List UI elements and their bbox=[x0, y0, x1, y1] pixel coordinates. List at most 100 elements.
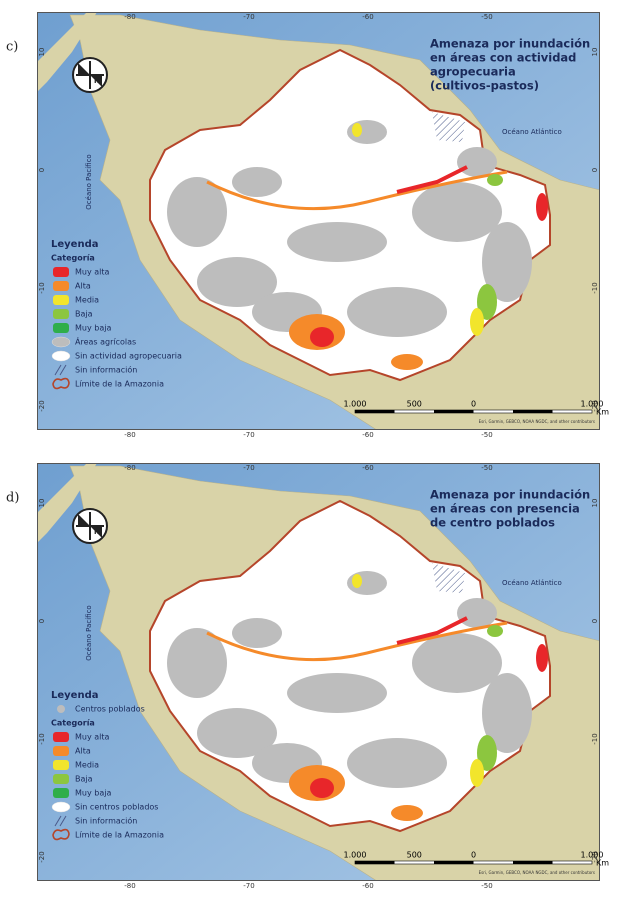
scale-segment bbox=[434, 861, 474, 864]
lat-tick-label: -20 bbox=[591, 851, 599, 862]
lon-tick-label: -50 bbox=[481, 13, 492, 21]
legend-swatch bbox=[53, 323, 69, 333]
legend-swatch bbox=[57, 705, 65, 713]
legend-title: Leyenda bbox=[51, 690, 98, 701]
lat-tick-label: 10 bbox=[591, 48, 599, 57]
legend-swatch bbox=[53, 760, 69, 770]
ocean-label: Océano Atlántico bbox=[502, 579, 562, 587]
legend-swatch bbox=[52, 828, 70, 841]
lon-tick-label: -60 bbox=[362, 431, 373, 439]
legend-label: Alta bbox=[75, 282, 91, 291]
legend-swatch bbox=[54, 815, 67, 827]
lat-tick-label: 0 bbox=[591, 619, 599, 623]
legend-swatch bbox=[51, 801, 71, 813]
scale-label: 500 bbox=[407, 851, 422, 860]
lon-tick-label: -60 bbox=[362, 882, 373, 890]
scale-label: 1.000 bbox=[344, 851, 367, 860]
lat-tick-label: -20 bbox=[38, 851, 46, 862]
legend-label: Muy baja bbox=[75, 324, 111, 333]
map-title: Amenaza por inundación bbox=[430, 488, 590, 502]
legend-heading: Categoría bbox=[51, 254, 95, 263]
scale-segment bbox=[355, 410, 395, 413]
lat-tick-label: 10 bbox=[38, 48, 46, 57]
legend-title: Leyenda bbox=[51, 239, 98, 250]
legend-swatch bbox=[51, 336, 71, 348]
lon-tick-label: -70 bbox=[243, 882, 254, 890]
panel-label: c) bbox=[6, 40, 18, 55]
legend-label: Áreas agrícolas bbox=[75, 336, 136, 347]
map-title: (cultivos-pastos) bbox=[430, 79, 539, 93]
lon-tick-label: -80 bbox=[124, 464, 135, 472]
lat-tick-label: -20 bbox=[38, 400, 46, 411]
legend-heading: Categoría bbox=[51, 719, 95, 728]
ocean-label: Océano Pacífico bbox=[85, 605, 93, 660]
lon-tick-label: -50 bbox=[481, 882, 492, 890]
lon-tick-label: -70 bbox=[243, 431, 254, 439]
legend-label: Límite de la Amazonia bbox=[75, 380, 164, 389]
legend-swatch bbox=[53, 788, 69, 798]
panel-label: d) bbox=[6, 491, 19, 506]
lon-tick-label: -80 bbox=[124, 431, 135, 439]
legend-swatch bbox=[53, 267, 69, 277]
map-title: Amenaza por inundación bbox=[430, 37, 590, 51]
lat-tick-label: -10 bbox=[591, 733, 599, 744]
legend-label: Sin información bbox=[75, 365, 137, 375]
lat-tick-label: 0 bbox=[38, 619, 46, 623]
lat-tick-label: 10 bbox=[38, 499, 46, 508]
legend-swatch bbox=[53, 295, 69, 305]
attribution: Esri, Garmin, GEBCO, NOAA NGDC, and othe… bbox=[479, 870, 595, 875]
legend-label: Muy baja bbox=[75, 789, 111, 798]
scale-label: 1.000 bbox=[344, 400, 367, 409]
scale-label: 0 bbox=[471, 400, 476, 409]
legend-label: Sin centros poblados bbox=[75, 803, 158, 812]
lon-tick-label: -50 bbox=[481, 431, 492, 439]
attribution: Esri, Garmin, GEBCO, NOAA NGDC, and othe… bbox=[479, 419, 595, 424]
legend-label: Muy alta bbox=[75, 733, 110, 742]
scale-segment bbox=[513, 410, 553, 413]
lat-tick-label: 0 bbox=[591, 168, 599, 172]
legend-swatch bbox=[53, 746, 69, 756]
legend-label: Sin actividad agropecuaria bbox=[75, 352, 182, 361]
lon-tick-label: -80 bbox=[124, 13, 135, 21]
scale-segment bbox=[355, 861, 395, 864]
legend-label: Alta bbox=[75, 747, 91, 756]
legend-label: Muy alta bbox=[75, 268, 110, 277]
map-title: en áreas con presencia bbox=[430, 502, 580, 516]
map-title: agropecuaria bbox=[430, 65, 516, 79]
ocean-label: Océano Atlántico bbox=[502, 128, 562, 136]
scale-label: 1.000 bbox=[581, 851, 604, 860]
scale-label: 1.000 bbox=[581, 400, 604, 409]
legend-label: Baja bbox=[75, 310, 93, 319]
legend-label: Media bbox=[75, 761, 99, 770]
lat-tick-label: -20 bbox=[591, 400, 599, 411]
legend-label: Centros poblados bbox=[75, 705, 145, 714]
lat-tick-label: 10 bbox=[591, 499, 599, 508]
legend-label: Baja bbox=[75, 775, 93, 784]
legend-swatch bbox=[53, 309, 69, 319]
scale-label: 500 bbox=[407, 400, 422, 409]
legend-swatch bbox=[54, 364, 67, 376]
map-title: de centro poblados bbox=[430, 516, 555, 530]
scale-segment bbox=[513, 861, 553, 864]
lon-tick-label: -70 bbox=[243, 464, 254, 472]
legend-swatch bbox=[53, 774, 69, 784]
legend-label: Media bbox=[75, 296, 99, 305]
map-title: en áreas con actividad bbox=[430, 51, 576, 65]
legend-label: Sin información bbox=[75, 816, 137, 826]
lon-tick-label: -80 bbox=[124, 882, 135, 890]
legend-swatch bbox=[51, 350, 71, 362]
lon-tick-label: -60 bbox=[362, 464, 373, 472]
scale-segment bbox=[434, 410, 474, 413]
ocean-label: Océano Pacífico bbox=[85, 154, 93, 209]
lon-tick-label: -50 bbox=[481, 464, 492, 472]
legend-swatch bbox=[52, 377, 70, 390]
lat-tick-label: -10 bbox=[38, 733, 46, 744]
lat-tick-label: 0 bbox=[38, 168, 46, 172]
scale-unit: Km bbox=[596, 408, 609, 417]
legend-swatch bbox=[53, 281, 69, 291]
legend-swatch bbox=[53, 732, 69, 742]
